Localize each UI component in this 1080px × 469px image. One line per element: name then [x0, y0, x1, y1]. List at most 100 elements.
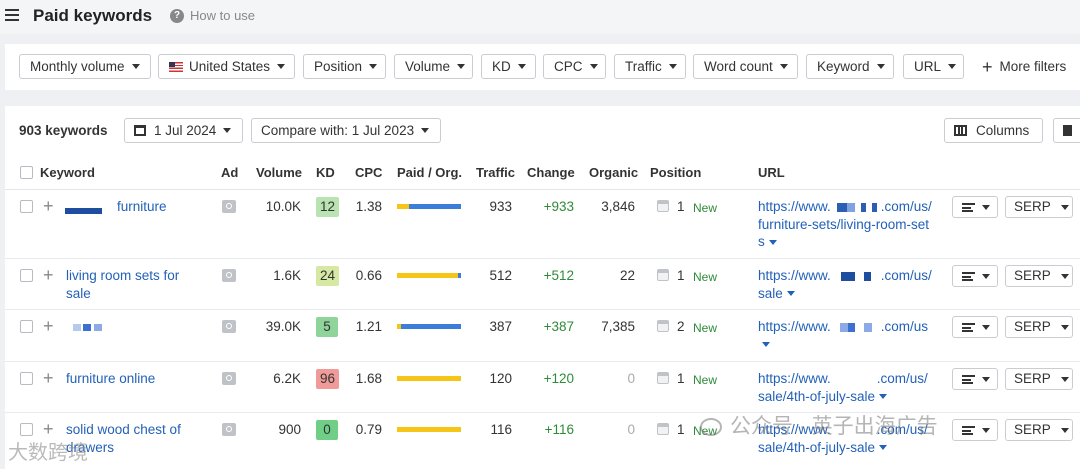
url-part: https://www. — [758, 268, 831, 283]
add-to-list-icon[interactable]: + — [43, 316, 54, 336]
col-traffic[interactable]: Traffic — [476, 165, 516, 180]
keyword-link[interactable]: solid wood chest of drawers — [66, 421, 181, 457]
keyword-count: 903 keywords — [19, 123, 108, 138]
columns-button[interactable]: Columns — [944, 118, 1043, 143]
cpc-value: 0.66 — [355, 268, 382, 283]
url-link[interactable]: https://www. .com/us/ furniture-sets/livi… — [758, 198, 943, 251]
chevron-down-icon[interactable] — [762, 342, 770, 348]
row-actions-button[interactable] — [952, 265, 998, 287]
add-to-list-icon[interactable]: + — [43, 368, 54, 388]
row-checkbox[interactable] — [20, 372, 33, 385]
filter-label: Position — [314, 59, 363, 74]
col-position[interactable]: Position — [650, 165, 702, 180]
organic-share-segment — [458, 273, 461, 278]
serp-button[interactable]: SERP — [1005, 265, 1073, 287]
filter-keyword[interactable]: Keyword — [806, 54, 894, 79]
date-picker-button[interactable]: 1 Jul 2024 — [124, 118, 243, 143]
row-actions-button[interactable] — [952, 196, 998, 218]
chevron-down-icon[interactable] — [768, 239, 777, 245]
organic-value: 7,385 — [601, 319, 635, 334]
organic-value: 3,846 — [601, 199, 635, 214]
filter-kd[interactable]: KD — [481, 54, 536, 79]
traffic-value: 116 — [490, 422, 512, 437]
position-value: 1 — [677, 199, 685, 214]
volume-value: 900 — [278, 422, 301, 437]
chevron-down-icon[interactable] — [879, 445, 888, 451]
col-organic[interactable]: Organic — [589, 165, 639, 180]
row-checkbox[interactable] — [20, 320, 33, 333]
serp-button[interactable]: SERP — [1005, 196, 1073, 218]
serp-feature-icon — [657, 372, 669, 384]
paid-organic-bar — [397, 427, 461, 432]
keyword-link[interactable]: furniture online — [66, 371, 156, 386]
row-actions-button[interactable] — [952, 316, 998, 338]
filter-position[interactable]: Position — [303, 54, 386, 79]
chevron-down-icon — [131, 64, 140, 69]
redacted-brand — [65, 208, 102, 214]
serp-button[interactable]: SERP — [1005, 368, 1073, 390]
new-badge: New — [693, 321, 718, 335]
chevron-down-icon — [1061, 274, 1069, 279]
chevron-down-icon — [421, 128, 430, 133]
row-checkbox[interactable] — [20, 423, 33, 436]
more-filters-button[interactable]: + More filters — [982, 58, 1066, 76]
list-icon — [962, 203, 975, 212]
kd-badge: 24 — [316, 266, 340, 286]
chevron-down-icon[interactable] — [879, 394, 888, 400]
col-change[interactable]: Change — [527, 165, 575, 180]
serp-feature-icon — [657, 423, 669, 435]
col-keyword[interactable]: Keyword — [40, 165, 95, 180]
keyword-link[interactable]: living room sets for sale — [66, 267, 179, 303]
url-link[interactable]: https://www. .com/us/ sale/4th-of-july-sa… — [758, 370, 943, 405]
redacted-brand — [840, 271, 855, 281]
row-actions-button[interactable] — [952, 368, 998, 390]
ad-preview-icon[interactable] — [222, 269, 236, 282]
results-panel: 903 keywords 1 Jul 2024 Compare with: 1 … — [5, 106, 1080, 469]
export-button[interactable] — [1053, 118, 1080, 143]
row-checkbox[interactable] — [20, 269, 33, 282]
filter-cpc[interactable]: CPC — [543, 54, 606, 79]
filter-volume[interactable]: Volume — [394, 54, 473, 79]
serp-button[interactable]: SERP — [1005, 419, 1073, 441]
ad-preview-icon[interactable] — [222, 372, 236, 385]
serp-label: SERP — [1014, 371, 1051, 386]
paid-share-segment — [397, 204, 409, 209]
chevron-down-icon — [1061, 205, 1069, 210]
redacted-brand — [860, 202, 866, 212]
add-to-list-icon[interactable]: + — [43, 196, 54, 216]
filter-monthly-volume[interactable]: Monthly volume — [19, 54, 151, 79]
col-cpc[interactable]: CPC — [355, 165, 383, 180]
select-all-checkbox[interactable] — [20, 166, 33, 179]
serp-button[interactable]: SERP — [1005, 316, 1073, 338]
filter-country[interactable]: United States — [158, 54, 295, 79]
chevron-down-icon — [1061, 325, 1069, 330]
col-volume[interactable]: Volume — [256, 165, 302, 180]
filter-word-count[interactable]: Word count — [693, 54, 798, 79]
redacted-keyword — [73, 324, 81, 331]
position-value: 1 — [677, 268, 685, 283]
ad-preview-icon[interactable] — [222, 423, 236, 436]
url-link[interactable]: https://www. .com/us/ sale — [758, 267, 943, 302]
compare-date-button[interactable]: Compare with: 1 Jul 2023 — [251, 118, 441, 143]
ad-preview-icon[interactable] — [222, 320, 236, 333]
url-link[interactable]: https://www. .com/us — [758, 318, 943, 353]
col-kd[interactable]: KD — [316, 165, 335, 180]
url-part: .com/us/ — [876, 422, 928, 437]
row-checkbox[interactable] — [20, 200, 33, 213]
download-icon — [1063, 125, 1072, 136]
col-paid-org[interactable]: Paid / Org. — [397, 165, 463, 180]
col-url[interactable]: URL — [758, 165, 785, 180]
ad-preview-icon[interactable] — [222, 200, 236, 213]
add-to-list-icon[interactable]: + — [43, 265, 54, 285]
keyword-link[interactable]: furniture — [117, 199, 167, 214]
filter-url[interactable]: URL — [903, 54, 964, 79]
add-to-list-icon[interactable]: + — [43, 419, 54, 439]
chevron-down-icon[interactable] — [786, 291, 795, 297]
row-actions-button[interactable] — [952, 419, 998, 441]
filter-traffic[interactable]: Traffic — [614, 54, 686, 79]
chevron-down-icon — [223, 128, 232, 133]
hamburger-menu-icon[interactable] — [5, 9, 19, 21]
how-to-use-link[interactable]: ? How to use — [170, 8, 255, 23]
col-ad[interactable]: Ad — [221, 165, 239, 180]
url-link[interactable]: https://www. .com/us/ sale/4th-of-july-sa… — [758, 421, 943, 456]
